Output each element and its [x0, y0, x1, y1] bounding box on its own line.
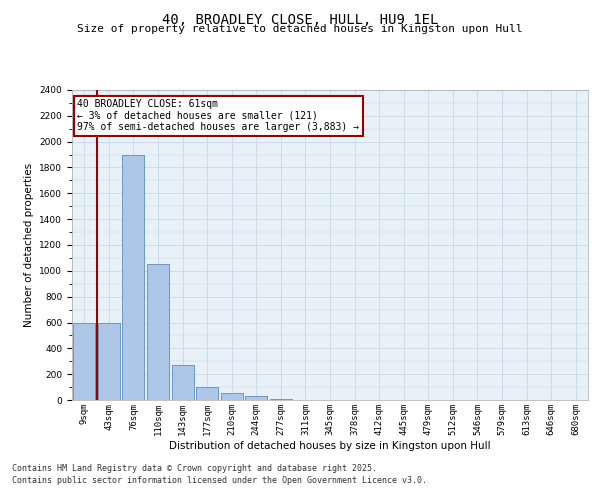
Bar — [172, 365, 194, 400]
Text: Contains HM Land Registry data © Crown copyright and database right 2025.
Contai: Contains HM Land Registry data © Crown c… — [12, 464, 427, 485]
X-axis label: Distribution of detached houses by size in Kingston upon Hull: Distribution of detached houses by size … — [169, 440, 491, 450]
Bar — [270, 398, 292, 400]
Bar — [147, 264, 169, 400]
Bar — [73, 322, 95, 400]
Text: 40, BROADLEY CLOSE, HULL, HU9 1EL: 40, BROADLEY CLOSE, HULL, HU9 1EL — [162, 12, 438, 26]
Bar — [98, 322, 120, 400]
Text: Size of property relative to detached houses in Kingston upon Hull: Size of property relative to detached ho… — [77, 24, 523, 34]
Bar — [122, 154, 145, 400]
Bar — [221, 393, 243, 400]
Bar — [196, 387, 218, 400]
Y-axis label: Number of detached properties: Number of detached properties — [24, 163, 34, 327]
Text: 40 BROADLEY CLOSE: 61sqm
← 3% of detached houses are smaller (121)
97% of semi-d: 40 BROADLEY CLOSE: 61sqm ← 3% of detache… — [77, 100, 359, 132]
Bar — [245, 396, 268, 400]
